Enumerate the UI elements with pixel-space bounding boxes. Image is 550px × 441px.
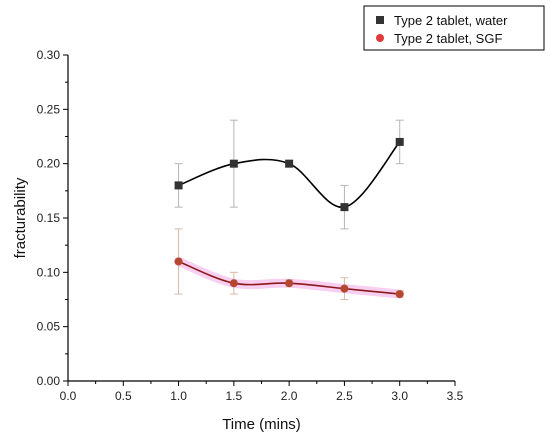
- x-tick-label: 0.5: [115, 389, 132, 403]
- series-water: [174, 119, 404, 230]
- x-tick-label: 1.0: [170, 389, 187, 403]
- x-tick-label: 2.0: [281, 389, 298, 403]
- legend-box: [363, 5, 545, 51]
- legend-circle-icon: [376, 34, 384, 42]
- y-tick-label: 0.20: [37, 157, 61, 171]
- series-line: [178, 141, 401, 208]
- y-tick-label: 0.15: [37, 211, 61, 225]
- plot-area: [174, 119, 405, 300]
- data-point: [285, 279, 294, 288]
- data-point: [395, 290, 404, 299]
- x-tick-label: 3.0: [391, 389, 408, 403]
- data-point: [285, 159, 294, 168]
- series-band: [174, 256, 405, 299]
- data-point: [340, 203, 349, 212]
- legend-label: Type 2 tablet, water: [394, 13, 508, 28]
- y-tick-label: 0.25: [37, 102, 61, 116]
- axes: 0.0 0.5 1.0 1.5 2.0 2.5 3.0 3.5 0.00 0.05 0.10 0.15…: [37, 48, 464, 403]
- legend-label: Type 2 tablet, SGF: [394, 31, 502, 46]
- legend: Type 2 tablet, water Type 2 tablet, SGF: [363, 5, 545, 51]
- series-sgf: [174, 228, 405, 300]
- y-tick-label: 0.00: [37, 374, 61, 388]
- y-axis-title: fracturability: [12, 177, 29, 258]
- data-point: [395, 137, 404, 146]
- x-tick-label: 3.5: [447, 389, 464, 403]
- data-point: [229, 159, 238, 168]
- data-point: [174, 181, 183, 190]
- y-tick-label: 0.05: [37, 320, 61, 334]
- data-point: [174, 257, 183, 266]
- data-point: [340, 284, 349, 293]
- legend-square-icon: [376, 16, 384, 24]
- x-tick-label: 2.5: [336, 389, 353, 403]
- x-tick-label: 0.0: [60, 389, 77, 403]
- y-tick-label: 0.30: [37, 48, 61, 62]
- x-axis-title: Time (mins): [222, 416, 301, 433]
- y-tick-label: 0.10: [37, 265, 61, 279]
- x-tick-label: 1.5: [226, 389, 243, 403]
- data-point: [229, 279, 238, 288]
